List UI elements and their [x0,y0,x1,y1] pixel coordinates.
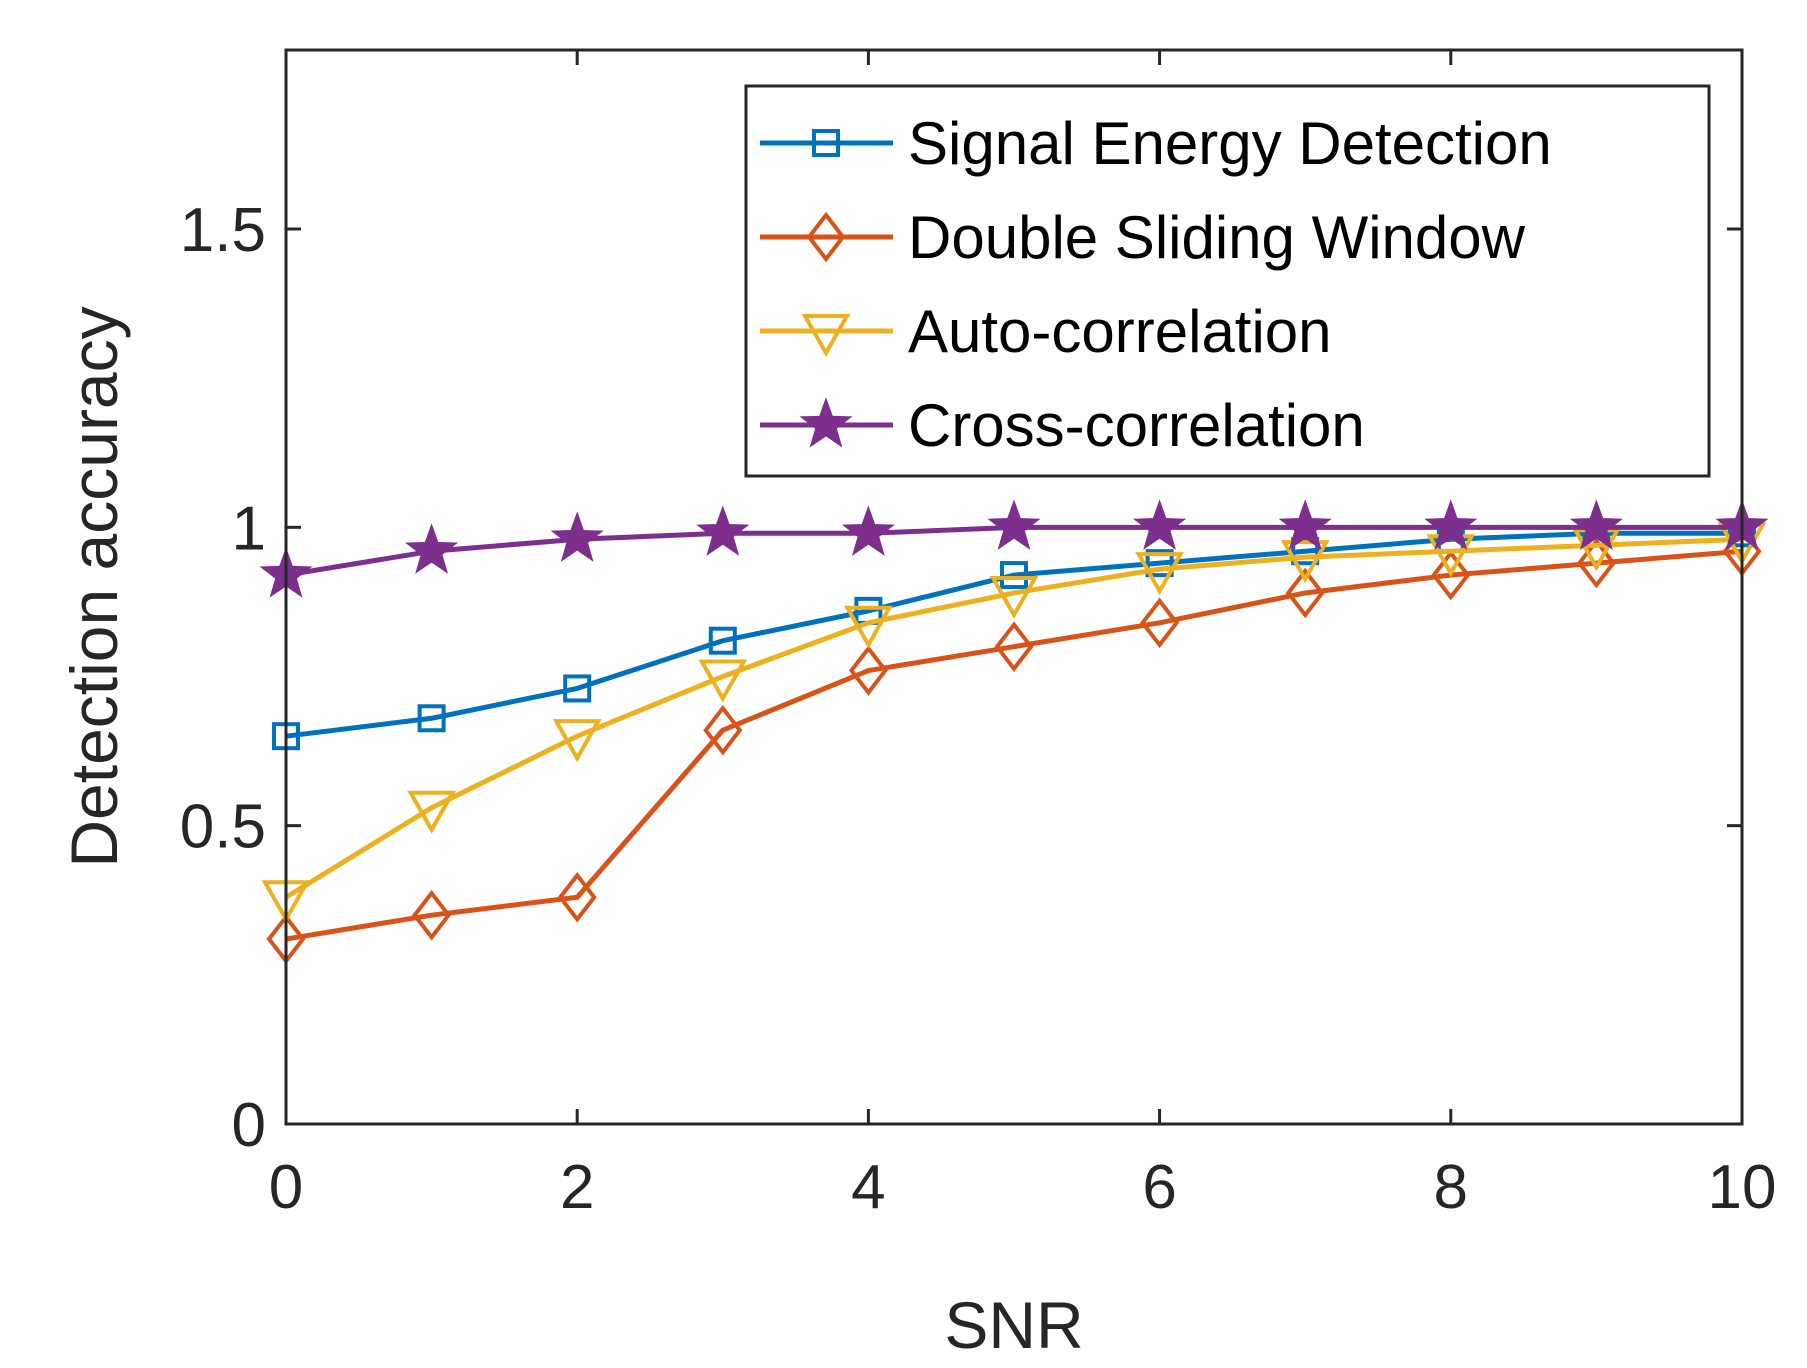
legend-item-signal-energy-detection: Signal Energy Detection [760,110,1552,177]
x-tick-label: 4 [851,1153,885,1222]
legend-item-auto-correlation: Auto-correlation [760,298,1332,365]
series-line-signal-energy-detection [285,530,1742,739]
y-tick-label: 0 [232,1091,266,1160]
series-line-double-sliding-window [285,548,1743,942]
data-point-double-sliding-window [412,889,452,941]
data-point-cross-correlation [696,505,750,556]
data-point-cross-correlation [1278,499,1332,550]
x-tick-label: 8 [1434,1153,1468,1222]
y-tick-label: 1.5 [180,196,266,265]
data-point-double-sliding-window [1285,567,1325,619]
data-point-cross-correlation [1424,499,1478,550]
data-point-double-sliding-window [848,645,888,696]
data-point-double-sliding-window [994,621,1034,672]
legend-box [744,84,1711,478]
series-layer [259,499,1769,965]
data-point-cross-correlation [987,499,1041,550]
y-axis-ticks: 0 0.5 1 1.5 [180,196,1742,1160]
data-point-cross-correlation [841,505,895,556]
plot-frame [284,48,1744,1126]
series-line-auto-correlation [284,536,1743,900]
x-tick-label: 10 [1708,1153,1777,1222]
data-point-cross-correlation [1569,499,1623,550]
data-point-auto-correlation [989,575,1039,620]
legend-items: Signal Energy Detection Double Sliding Wi… [760,110,1552,459]
data-point-auto-correlation [698,659,748,703]
legend-label: Signal Energy Detection [908,110,1552,177]
x-axis-ticks: 0 2 4 6 8 10 [269,50,1777,1222]
data-point-cross-correlation [405,523,459,574]
x-tick-label: 2 [560,1153,594,1222]
data-point-auto-correlation [407,790,457,834]
data-point-signal-energy-detection [708,626,737,655]
data-point-double-sliding-window [1576,537,1616,589]
legend-marker [799,397,853,448]
legend-marker [812,129,840,157]
x-tick-label: 6 [1142,1153,1176,1222]
data-point-cross-correlation [550,511,604,562]
legend-marker [801,314,851,358]
y-tick-label: 0.5 [180,793,266,862]
y-axis-label: Detection accuracy [57,306,131,867]
data-point-auto-correlation [1280,540,1330,584]
y-tick-label: 1 [232,494,266,563]
legend-label: Auto-correlation [908,298,1332,365]
data-point-auto-correlation [552,719,602,763]
x-axis-label: SNR [944,1288,1083,1362]
data-point-auto-correlation [1135,552,1185,596]
data-point-signal-energy-detection [417,704,446,733]
legend: Signal Energy Detection Double Sliding Wi… [744,84,1711,478]
data-point-auto-correlation [843,605,893,649]
data-point-signal-energy-detection [563,674,592,703]
series-cross-correlation [259,499,1769,598]
legend-label: Double Sliding Window [908,204,1526,271]
data-point-double-sliding-window [557,871,597,923]
legend-item-cross-correlation: Cross-correlation [760,392,1365,459]
data-point-signal-energy-detection [1145,549,1174,578]
data-point-double-sliding-window [703,704,743,756]
legend-marker [806,211,846,263]
data-point-double-sliding-window [1140,597,1180,649]
x-tick-label: 0 [269,1153,303,1222]
data-point-double-sliding-window [1431,549,1471,601]
data-point-signal-energy-detection [1291,537,1320,566]
data-point-cross-correlation [1133,499,1187,550]
data-point-signal-energy-detection [1000,561,1028,590]
legend-item-double-sliding-window: Double Sliding Window [760,204,1526,271]
legend-label: Cross-correlation [908,392,1365,459]
